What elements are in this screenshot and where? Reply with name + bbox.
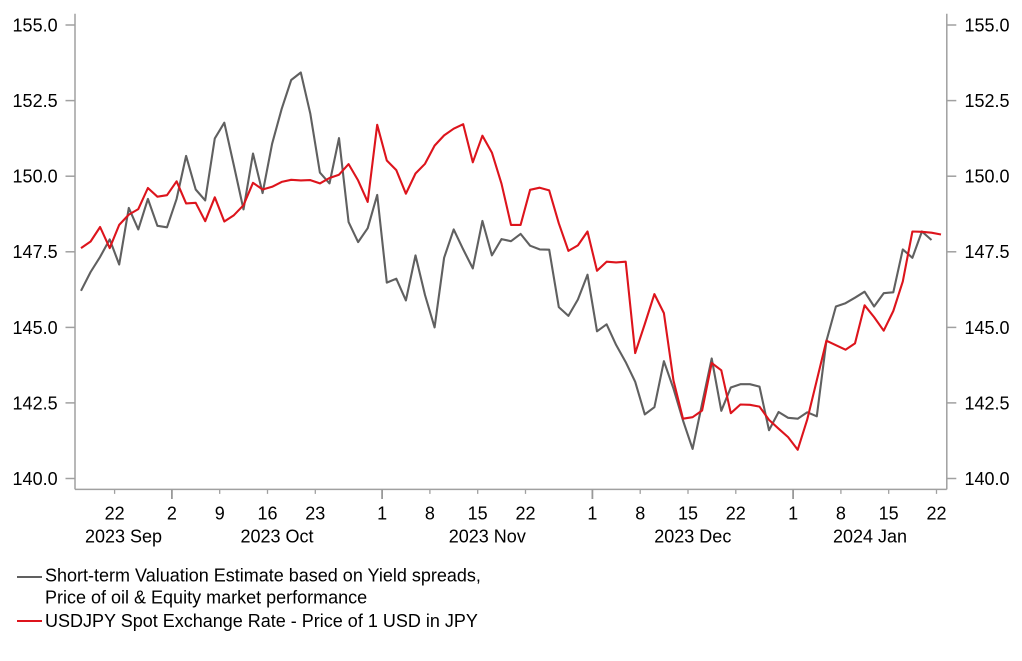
svg-text:2023 Oct: 2023 Oct: [240, 527, 313, 547]
svg-text:1: 1: [377, 504, 387, 524]
svg-text:2: 2: [167, 504, 177, 524]
svg-text:150.0: 150.0: [965, 167, 1010, 187]
svg-text:Short-term Valuation Estimate: Short-term Valuation Estimate based on Y…: [45, 566, 481, 586]
svg-text:23: 23: [305, 504, 325, 524]
svg-text:15: 15: [678, 504, 698, 524]
svg-text:145.0: 145.0: [965, 318, 1010, 338]
svg-text:8: 8: [635, 504, 645, 524]
svg-text:150.0: 150.0: [13, 167, 58, 187]
svg-text:15: 15: [468, 504, 488, 524]
svg-text:Price of oil & Equity market p: Price of oil & Equity market performance: [45, 588, 367, 608]
svg-text:22: 22: [926, 504, 946, 524]
svg-text:155.0: 155.0: [965, 15, 1010, 35]
svg-text:145.0: 145.0: [13, 318, 58, 338]
svg-text:22: 22: [515, 504, 535, 524]
svg-text:2023 Nov: 2023 Nov: [449, 527, 526, 547]
svg-text:22: 22: [726, 504, 746, 524]
svg-text:152.5: 152.5: [13, 91, 58, 111]
svg-text:147.5: 147.5: [965, 242, 1010, 262]
svg-text:8: 8: [836, 504, 846, 524]
svg-text:15: 15: [879, 504, 899, 524]
svg-text:2023 Sep: 2023 Sep: [85, 527, 162, 547]
svg-text:147.5: 147.5: [13, 242, 58, 262]
svg-text:2024 Jan: 2024 Jan: [833, 527, 907, 547]
svg-text:9: 9: [215, 504, 225, 524]
svg-text:8: 8: [425, 504, 435, 524]
svg-text:USDJPY Spot Exchange Rate - Pr: USDJPY Spot Exchange Rate - Price of 1 U…: [45, 611, 478, 631]
svg-text:142.5: 142.5: [965, 393, 1010, 413]
svg-text:2023 Dec: 2023 Dec: [654, 527, 731, 547]
svg-text:140.0: 140.0: [965, 469, 1010, 489]
svg-text:1: 1: [587, 504, 597, 524]
svg-text:142.5: 142.5: [13, 393, 58, 413]
svg-text:140.0: 140.0: [13, 469, 58, 489]
svg-text:152.5: 152.5: [965, 91, 1010, 111]
svg-text:16: 16: [257, 504, 277, 524]
svg-text:155.0: 155.0: [13, 15, 58, 35]
svg-text:22: 22: [105, 504, 125, 524]
svg-text:1: 1: [788, 504, 798, 524]
